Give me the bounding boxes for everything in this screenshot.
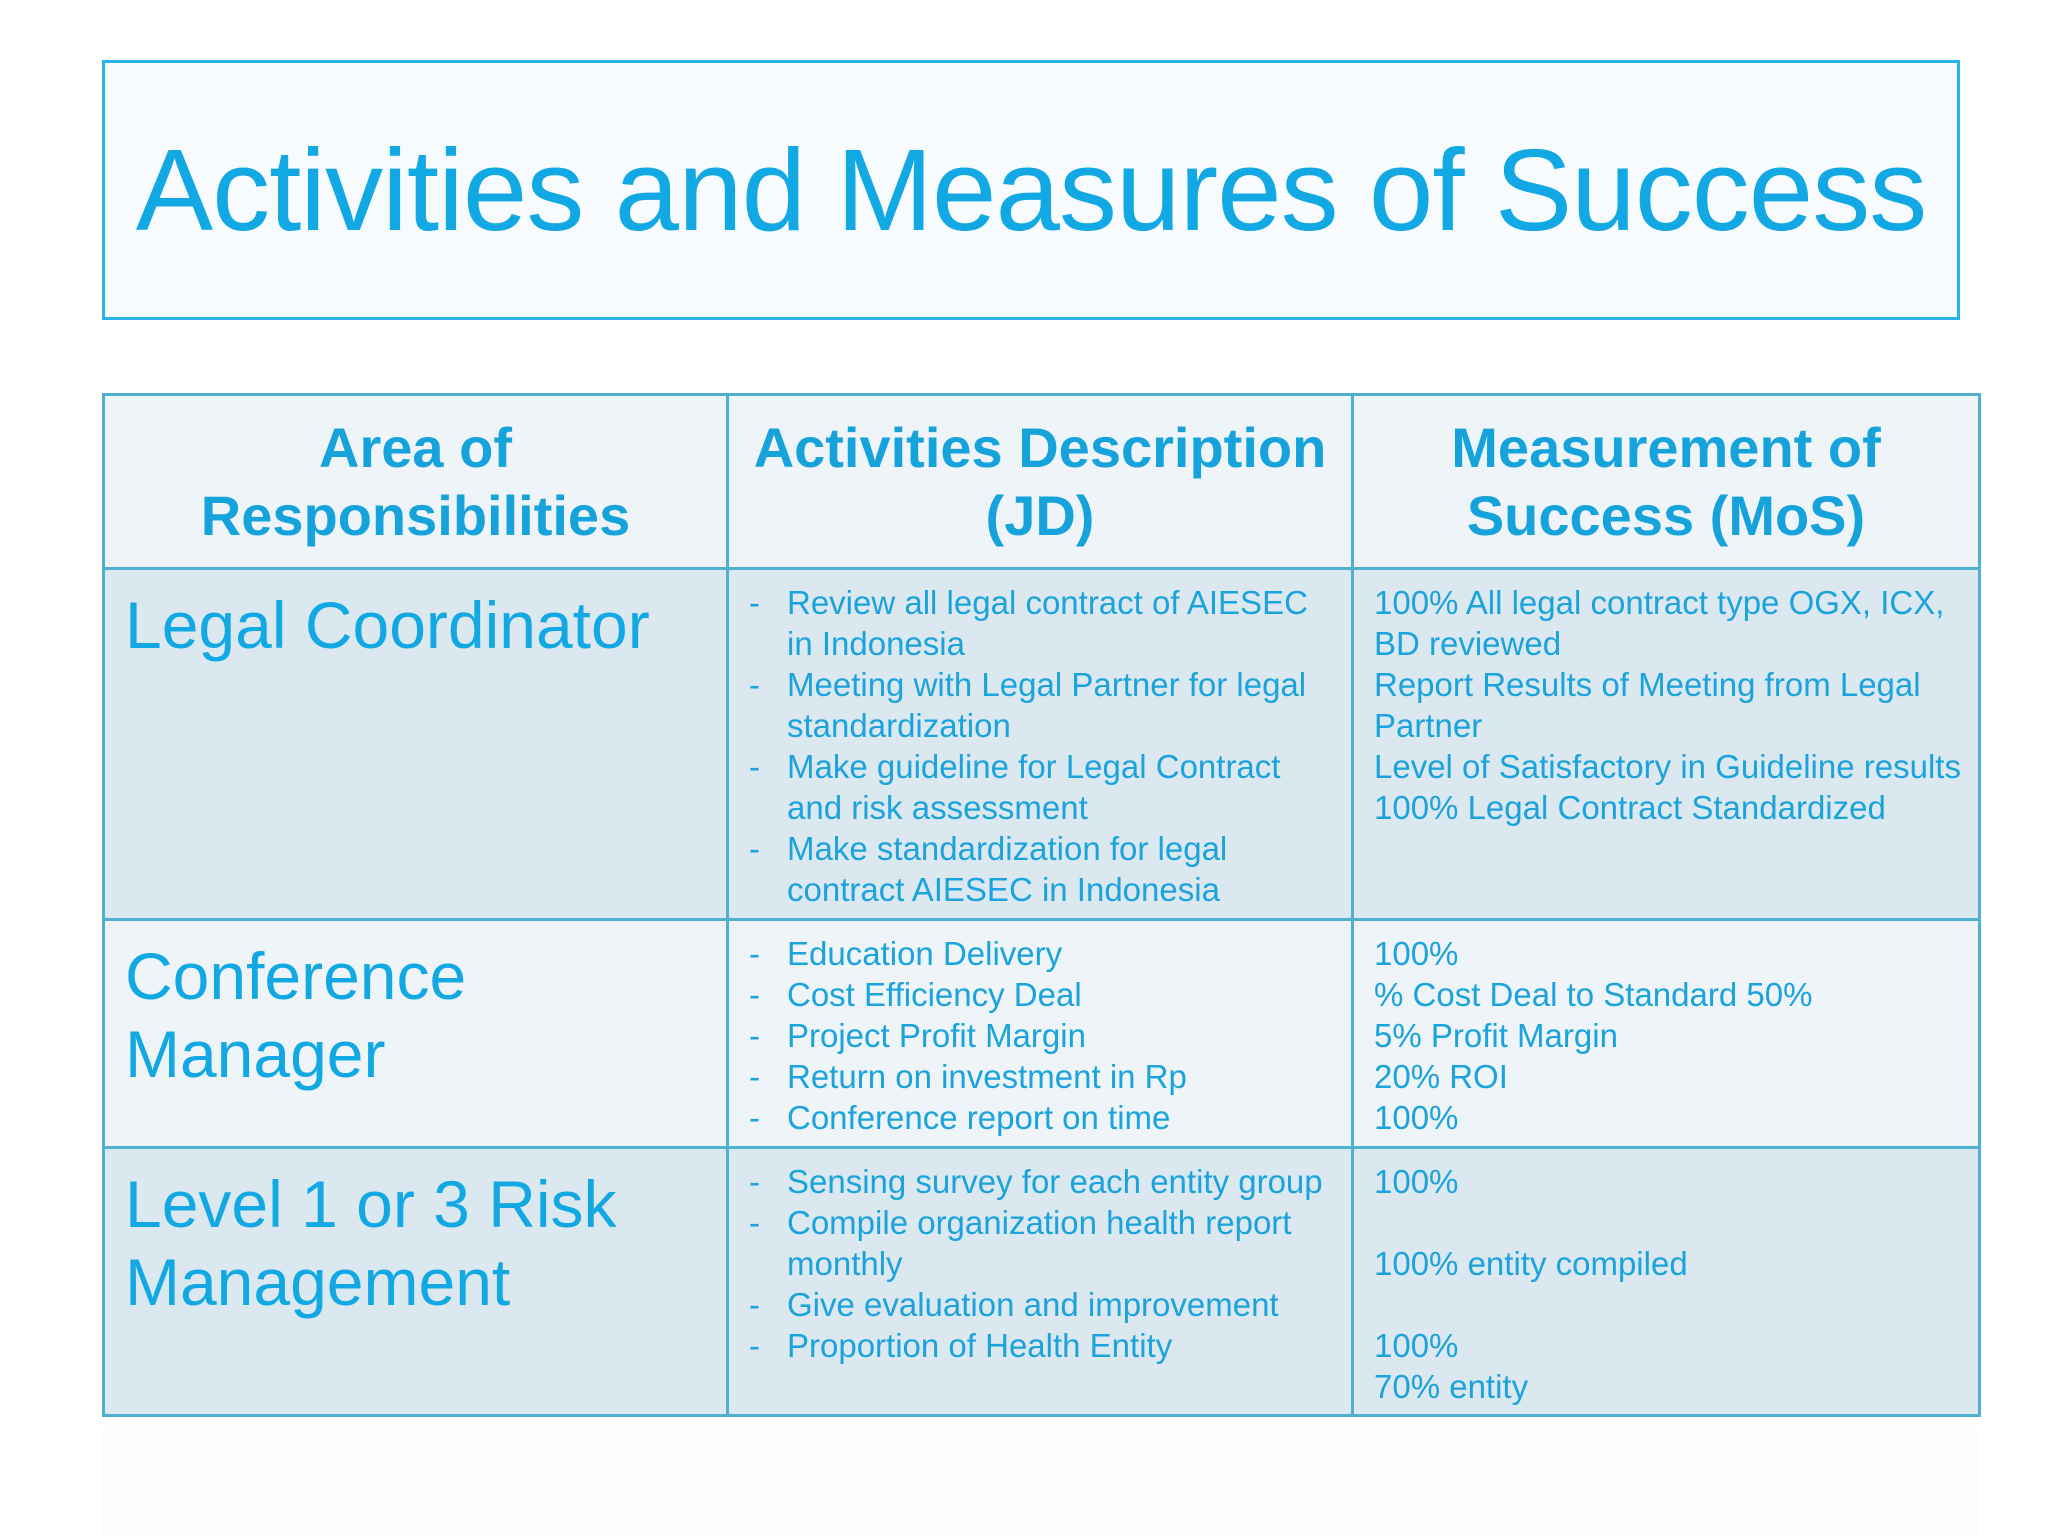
activities-cell: Sensing survey for each entity group Com…: [726, 1146, 1354, 1417]
title-box: Activities and Measures of Success: [102, 60, 1960, 320]
header-measurement: Measurement of Success (MoS): [1351, 393, 1981, 570]
area-cell: Conference Manager: [102, 918, 729, 1149]
measure-item: [1374, 1202, 1962, 1243]
activity-item: Compile organization health report month…: [749, 1202, 1339, 1284]
slide-title: Activities and Measures of Success: [135, 125, 1928, 255]
measure-item: [1374, 1284, 1962, 1325]
activity-item: Review all legal contract of AIESEC in I…: [749, 582, 1339, 664]
activities-list: Review all legal contract of AIESEC in I…: [729, 570, 1351, 910]
activity-item: Proportion of Health Entity: [749, 1325, 1339, 1366]
measure-item: 100% All legal contract type OGX, ICX, B…: [1374, 584, 1945, 662]
measures-cell: 100% % Cost Deal to Standard 50% 5% Prof…: [1351, 918, 1981, 1149]
measure-item: Report Results of Meeting from Legal Par…: [1374, 666, 1921, 744]
measure-item: 100%: [1374, 1327, 1459, 1364]
slide-footer-band: [102, 1425, 1978, 1536]
measure-item: 100% entity compiled: [1374, 1245, 1688, 1282]
activities-list: Sensing survey for each entity group Com…: [729, 1149, 1351, 1366]
header-activities: Activities Description (JD): [726, 393, 1354, 570]
measure-item: 100%: [1374, 1099, 1459, 1136]
activity-item: Make guideline for Legal Contract and ri…: [749, 746, 1339, 828]
activities-list: Education Delivery Cost Efficiency Deal …: [729, 921, 1351, 1138]
header-area: Area of Responsibilities: [102, 393, 729, 570]
activity-item: Cost Efficiency Deal: [749, 974, 1339, 1015]
table-header-row: Area of Responsibilities Activities Desc…: [102, 393, 1981, 570]
area-cell: Legal Coordinator: [102, 567, 729, 921]
measure-item: 100%: [1374, 1163, 1459, 1200]
measure-item: 20% ROI: [1374, 1058, 1508, 1095]
activity-item: Give evaluation and improvement: [749, 1284, 1339, 1325]
measure-item: % Cost Deal to Standard 50%: [1374, 976, 1813, 1013]
activity-item: Make standardization for legal contract …: [749, 828, 1339, 910]
activity-item: Meeting with Legal Partner for legal sta…: [749, 664, 1339, 746]
activity-item: Sensing survey for each entity group: [749, 1161, 1339, 1202]
responsibilities-table: Area of Responsibilities Activities Desc…: [102, 393, 1981, 1417]
measure-item: 100% Legal Contract Standardized: [1374, 789, 1886, 826]
measure-item: 100%: [1374, 935, 1459, 972]
activity-item: Return on investment in Rp: [749, 1056, 1339, 1097]
table-row: Level 1 or 3 Risk Management Sensing sur…: [102, 1146, 1981, 1417]
measures-cell: 100% 100% entity compiled 100% 70% entit…: [1351, 1146, 1981, 1417]
table-row: Legal Coordinator Review all legal contr…: [102, 567, 1981, 921]
measure-item: 70% entity: [1374, 1368, 1529, 1405]
activity-item: Education Delivery: [749, 933, 1339, 974]
measure-item: 5% Profit Margin: [1374, 1017, 1618, 1054]
measures-cell: 100% All legal contract type OGX, ICX, B…: [1351, 567, 1981, 921]
activities-cell: Review all legal contract of AIESEC in I…: [726, 567, 1354, 921]
measure-item: Level of Satisfactory in Guideline resul…: [1374, 748, 1961, 785]
table-row: Conference Manager Education Delivery Co…: [102, 918, 1981, 1149]
activity-item: Conference report on time: [749, 1097, 1339, 1138]
activities-cell: Education Delivery Cost Efficiency Deal …: [726, 918, 1354, 1149]
activity-item: Project Profit Margin: [749, 1015, 1339, 1056]
area-cell: Level 1 or 3 Risk Management: [102, 1146, 729, 1417]
